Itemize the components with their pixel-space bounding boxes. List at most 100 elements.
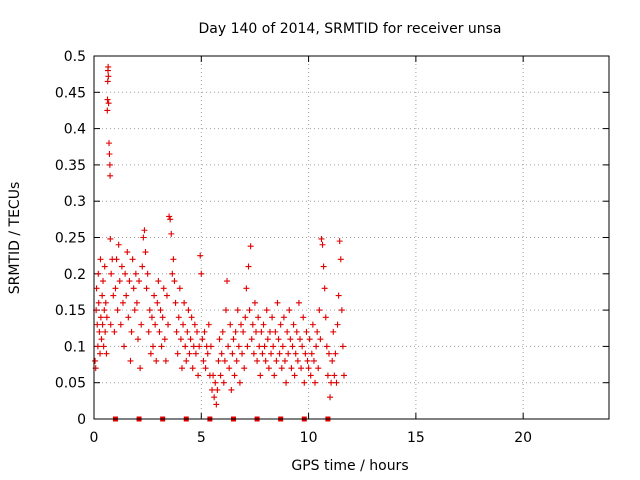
data-point <box>306 336 313 343</box>
data-point <box>144 270 151 277</box>
data-point <box>181 299 188 306</box>
data-point <box>103 314 110 321</box>
data-point <box>262 357 269 364</box>
data-point <box>183 357 190 364</box>
data-point <box>274 299 281 306</box>
y-tick-label: 0.2 <box>64 267 86 283</box>
data-point <box>315 365 322 372</box>
data-point <box>107 172 114 179</box>
grid-lines <box>94 56 609 419</box>
data-point <box>127 357 134 364</box>
data-point <box>97 314 104 321</box>
data-point <box>169 270 176 277</box>
data-point <box>248 336 255 343</box>
data-point <box>133 299 140 306</box>
data-point <box>103 350 110 357</box>
data-point <box>198 270 205 277</box>
data-point <box>230 336 237 343</box>
data-point <box>196 343 203 350</box>
data-point <box>94 321 101 328</box>
plot-frame <box>93 55 610 420</box>
data-points <box>92 63 347 422</box>
data-point <box>92 357 99 364</box>
data-point <box>228 386 235 393</box>
y-tick-label: 0 <box>77 412 86 428</box>
x-tick-label: 10 <box>300 430 318 446</box>
data-point <box>321 285 328 292</box>
data-point <box>153 357 160 364</box>
data-point <box>95 270 102 277</box>
data-point <box>95 299 102 306</box>
data-point <box>263 307 270 314</box>
data-point <box>106 161 113 168</box>
data-point <box>233 357 240 364</box>
data-point <box>271 372 278 379</box>
x-tick-label: 20 <box>514 430 532 446</box>
x-axis-label: GPS time / hours <box>291 458 408 474</box>
data-point <box>288 365 295 372</box>
data-point <box>171 278 178 285</box>
data-point <box>339 343 346 350</box>
data-point <box>186 350 193 357</box>
data-point <box>242 314 249 321</box>
data-point <box>158 343 165 350</box>
data-point <box>304 357 311 364</box>
x-tick-label: 0 <box>90 430 99 446</box>
data-point <box>209 386 216 393</box>
data-point <box>207 343 214 350</box>
data-point <box>97 350 104 357</box>
data-point <box>119 299 126 306</box>
data-point <box>291 372 298 379</box>
data-point <box>220 379 227 386</box>
data-point <box>277 321 284 328</box>
data-point <box>123 292 130 299</box>
data-point <box>117 321 124 328</box>
data-point <box>121 343 128 350</box>
data-point <box>102 328 109 335</box>
data-point <box>172 299 179 306</box>
data-point <box>232 328 239 335</box>
data-point <box>107 235 114 242</box>
data-point <box>251 299 258 306</box>
data-point <box>255 314 262 321</box>
data-point <box>275 336 282 343</box>
data-point <box>129 256 136 263</box>
data-point <box>212 379 219 386</box>
data-point <box>154 299 161 306</box>
data-point <box>99 321 106 328</box>
data-point <box>297 336 303 343</box>
y-tick-label: 0.5 <box>64 49 86 65</box>
data-point <box>259 350 266 357</box>
chart-title: Day 140 of 2014, SRMTID for receiver uns… <box>198 21 501 37</box>
data-point <box>107 321 114 328</box>
data-point <box>140 234 147 241</box>
data-point <box>214 386 221 393</box>
data-point <box>138 321 145 328</box>
data-point <box>319 241 326 248</box>
data-point <box>280 314 287 321</box>
data-point <box>166 213 173 220</box>
data-point <box>180 321 187 328</box>
y-tick-label: 0.05 <box>55 376 86 392</box>
data-point <box>300 314 307 321</box>
data-point <box>136 278 143 285</box>
data-point <box>292 350 299 357</box>
data-point <box>142 249 149 256</box>
data-point <box>99 292 106 299</box>
data-point <box>173 328 180 335</box>
data-point <box>174 350 181 357</box>
data-point <box>247 243 254 250</box>
data-point <box>112 285 119 292</box>
data-point <box>105 73 112 80</box>
data-point <box>327 394 334 401</box>
data-point <box>246 307 253 314</box>
y-tick-label: 0.35 <box>55 158 86 174</box>
data-point <box>303 328 310 335</box>
x-tick-label: 15 <box>407 430 425 446</box>
data-point <box>185 307 192 314</box>
data-point <box>102 299 109 306</box>
data-point <box>132 270 139 277</box>
data-point <box>332 350 339 357</box>
data-point <box>281 357 288 364</box>
